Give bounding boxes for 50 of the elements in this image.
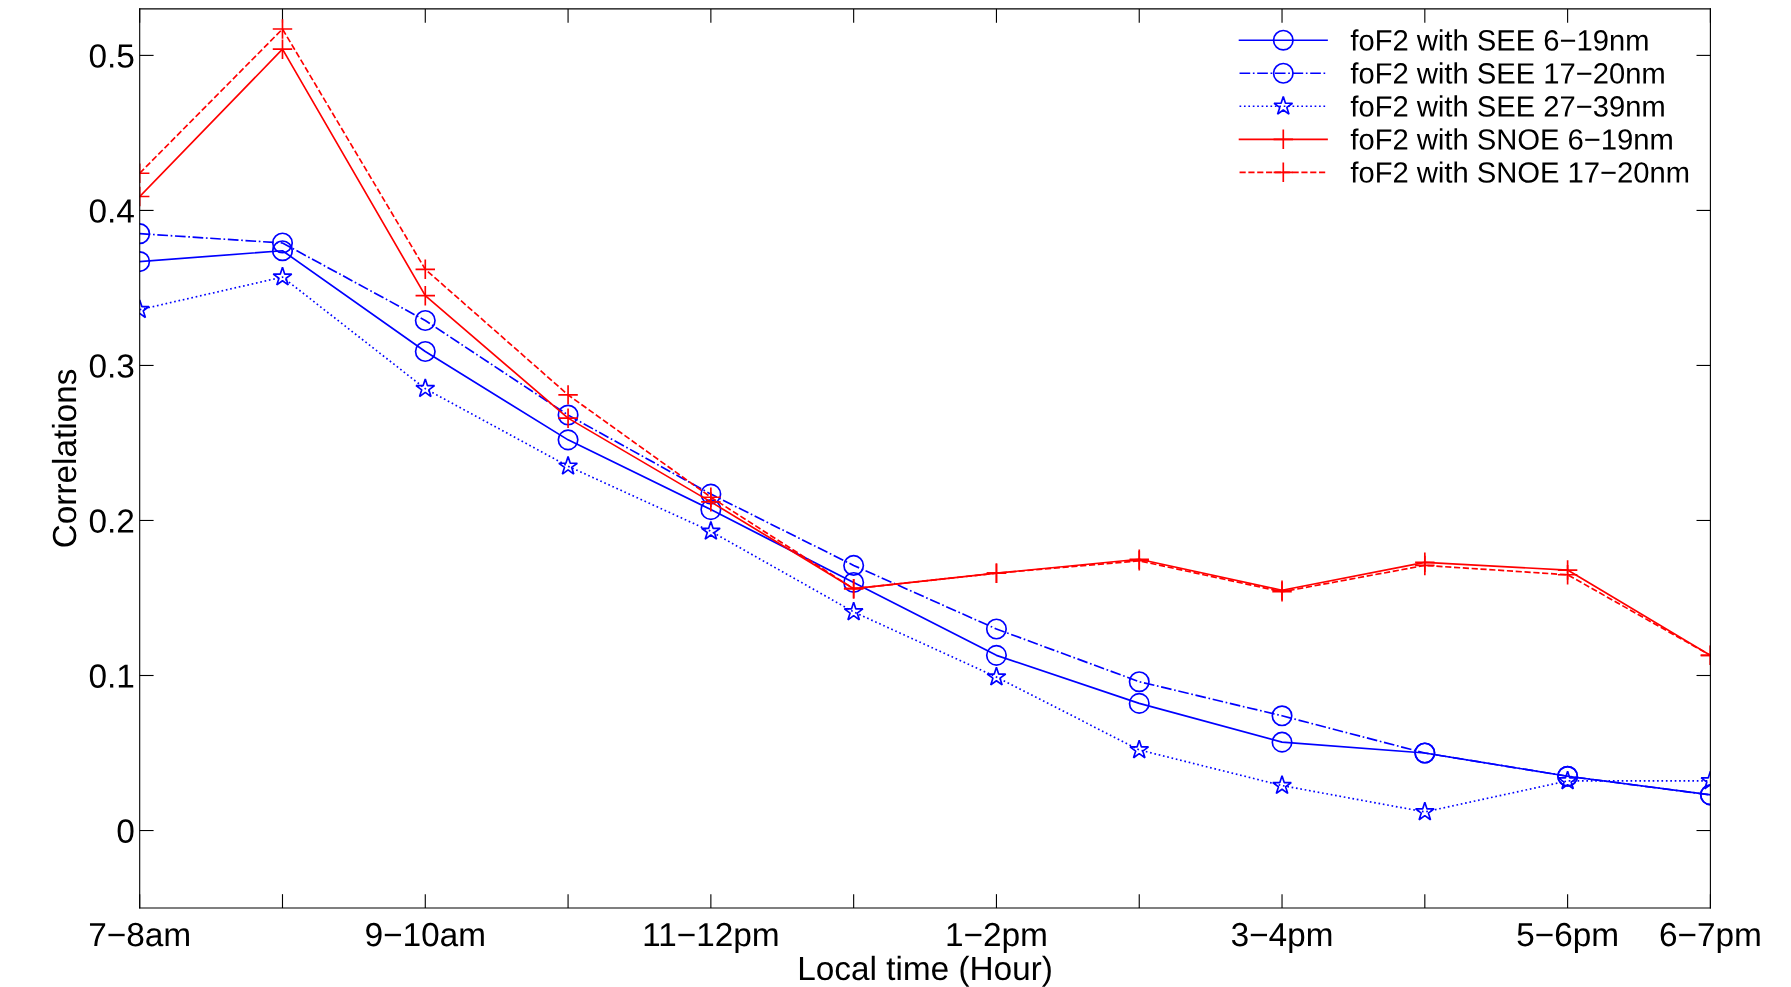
legend-label: foF2 with SEE 6−19nm (1350, 29, 1648, 51)
x-axis-title: Local time (Hour) (799, 955, 1051, 987)
y-tick-label: 0.2 (89, 509, 134, 533)
y-tick-label: 0.1 (89, 664, 134, 688)
point (700, 520, 721, 541)
point (557, 384, 579, 406)
point (843, 554, 865, 576)
x-tick-label: 11−12pm (644, 922, 778, 953)
point (985, 644, 1008, 666)
point (414, 285, 436, 307)
legend-label: foF2 with SNOE 6−19nm (1350, 128, 1672, 150)
point (843, 571, 865, 594)
point (414, 309, 436, 332)
point (271, 38, 294, 60)
point (1128, 692, 1150, 714)
legend-label: foF2 with SEE 17−20nm (1350, 62, 1664, 84)
point (985, 618, 1008, 640)
x-tick-label: 9−10am (366, 922, 484, 947)
point (271, 18, 294, 40)
legend-label: foF2 with SEE 27−39nm (1350, 95, 1664, 117)
y-tick-label: 0.3 (89, 354, 134, 378)
point (1128, 671, 1150, 693)
point (700, 499, 722, 521)
point (1271, 731, 1293, 753)
point (272, 266, 293, 286)
point (1557, 770, 1578, 790)
y-axis-title: Correlations (51, 369, 77, 547)
point (271, 232, 294, 254)
point (1129, 739, 1150, 759)
point (415, 378, 436, 398)
x-tick-label: 7−8am (89, 922, 189, 947)
y-tick-label: 0 (117, 819, 134, 843)
x-tick-label: 5−6pm (1517, 922, 1617, 953)
x-tick-label: 1−2pm (947, 922, 1046, 953)
y-tick-label: 0.5 (89, 44, 134, 68)
x-tick-label: 3−4pm (1231, 922, 1332, 953)
legend-label: foF2 with SNOE 17−20nm (1350, 161, 1689, 183)
point (1414, 801, 1435, 821)
point (986, 666, 1007, 686)
y-tick-label: 0.4 (89, 199, 134, 223)
point (271, 240, 294, 262)
point (557, 455, 579, 475)
point (843, 601, 864, 621)
point (1557, 564, 1579, 586)
point (1271, 775, 1293, 795)
point (414, 340, 436, 363)
point (414, 258, 436, 280)
x-tick-label: 6−7pm (1660, 922, 1760, 953)
point (557, 429, 579, 451)
point (1271, 705, 1293, 727)
